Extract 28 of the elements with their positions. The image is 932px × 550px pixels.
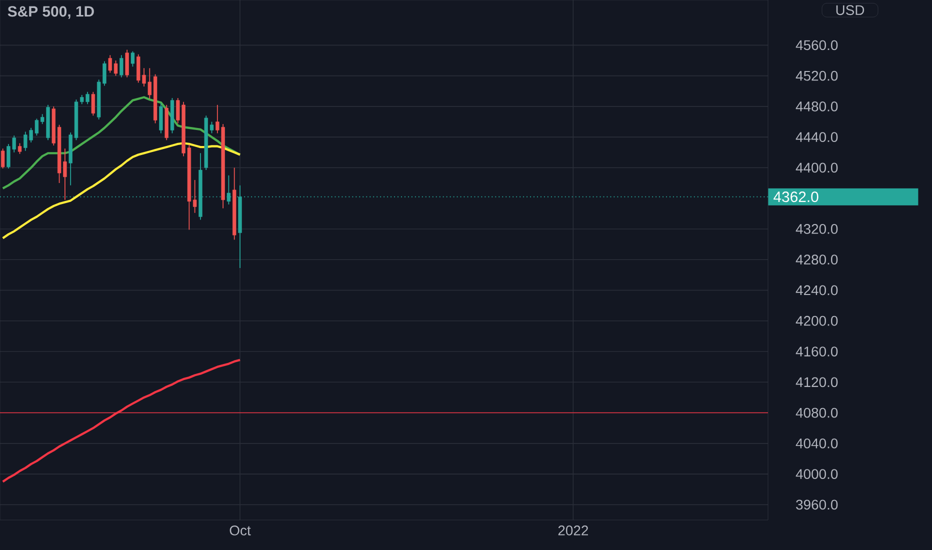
chart-title: S&P 500, 1D	[8, 6, 94, 19]
y-tick-label: 4200.0	[796, 316, 838, 326]
candlestick	[18, 142, 22, 154]
text: USD	[836, 5, 864, 16]
ref-line-label: 4362.0	[774, 192, 818, 202]
y-tick-label: 4080.0	[796, 408, 838, 418]
y-tick-label: 4480.0	[796, 101, 838, 112]
y-tick-label: 4520.0	[796, 70, 838, 81]
candlestick	[125, 49, 129, 78]
y-tick-label: 4560.0	[796, 40, 838, 50]
y-tick-label: 4120.0	[796, 377, 838, 388]
candlestick	[130, 50, 135, 68]
y-tick-label: 4400.0	[796, 162, 838, 173]
candlestick	[192, 180, 197, 214]
y-tick-label: 4320.0	[796, 224, 838, 234]
x-tick-label: 2022	[558, 526, 588, 536]
y-tick-label: 4160.0	[796, 346, 838, 356]
candlestick	[91, 91, 96, 116]
candlestick	[120, 54, 124, 78]
candlestick	[0, 148, 5, 169]
y-tick-label: 4280.0	[796, 254, 838, 265]
x-tick-label: Oct	[230, 526, 251, 536]
y-tick-label: 4240.0	[796, 285, 838, 296]
y-tick-label: 4040.0	[796, 438, 838, 448]
y-tick-label: 3960.0	[796, 500, 838, 510]
y-tick-label: 4440.0	[796, 132, 838, 142]
candlestick	[159, 102, 163, 134]
y-tick-label: 4000.0	[796, 469, 838, 479]
